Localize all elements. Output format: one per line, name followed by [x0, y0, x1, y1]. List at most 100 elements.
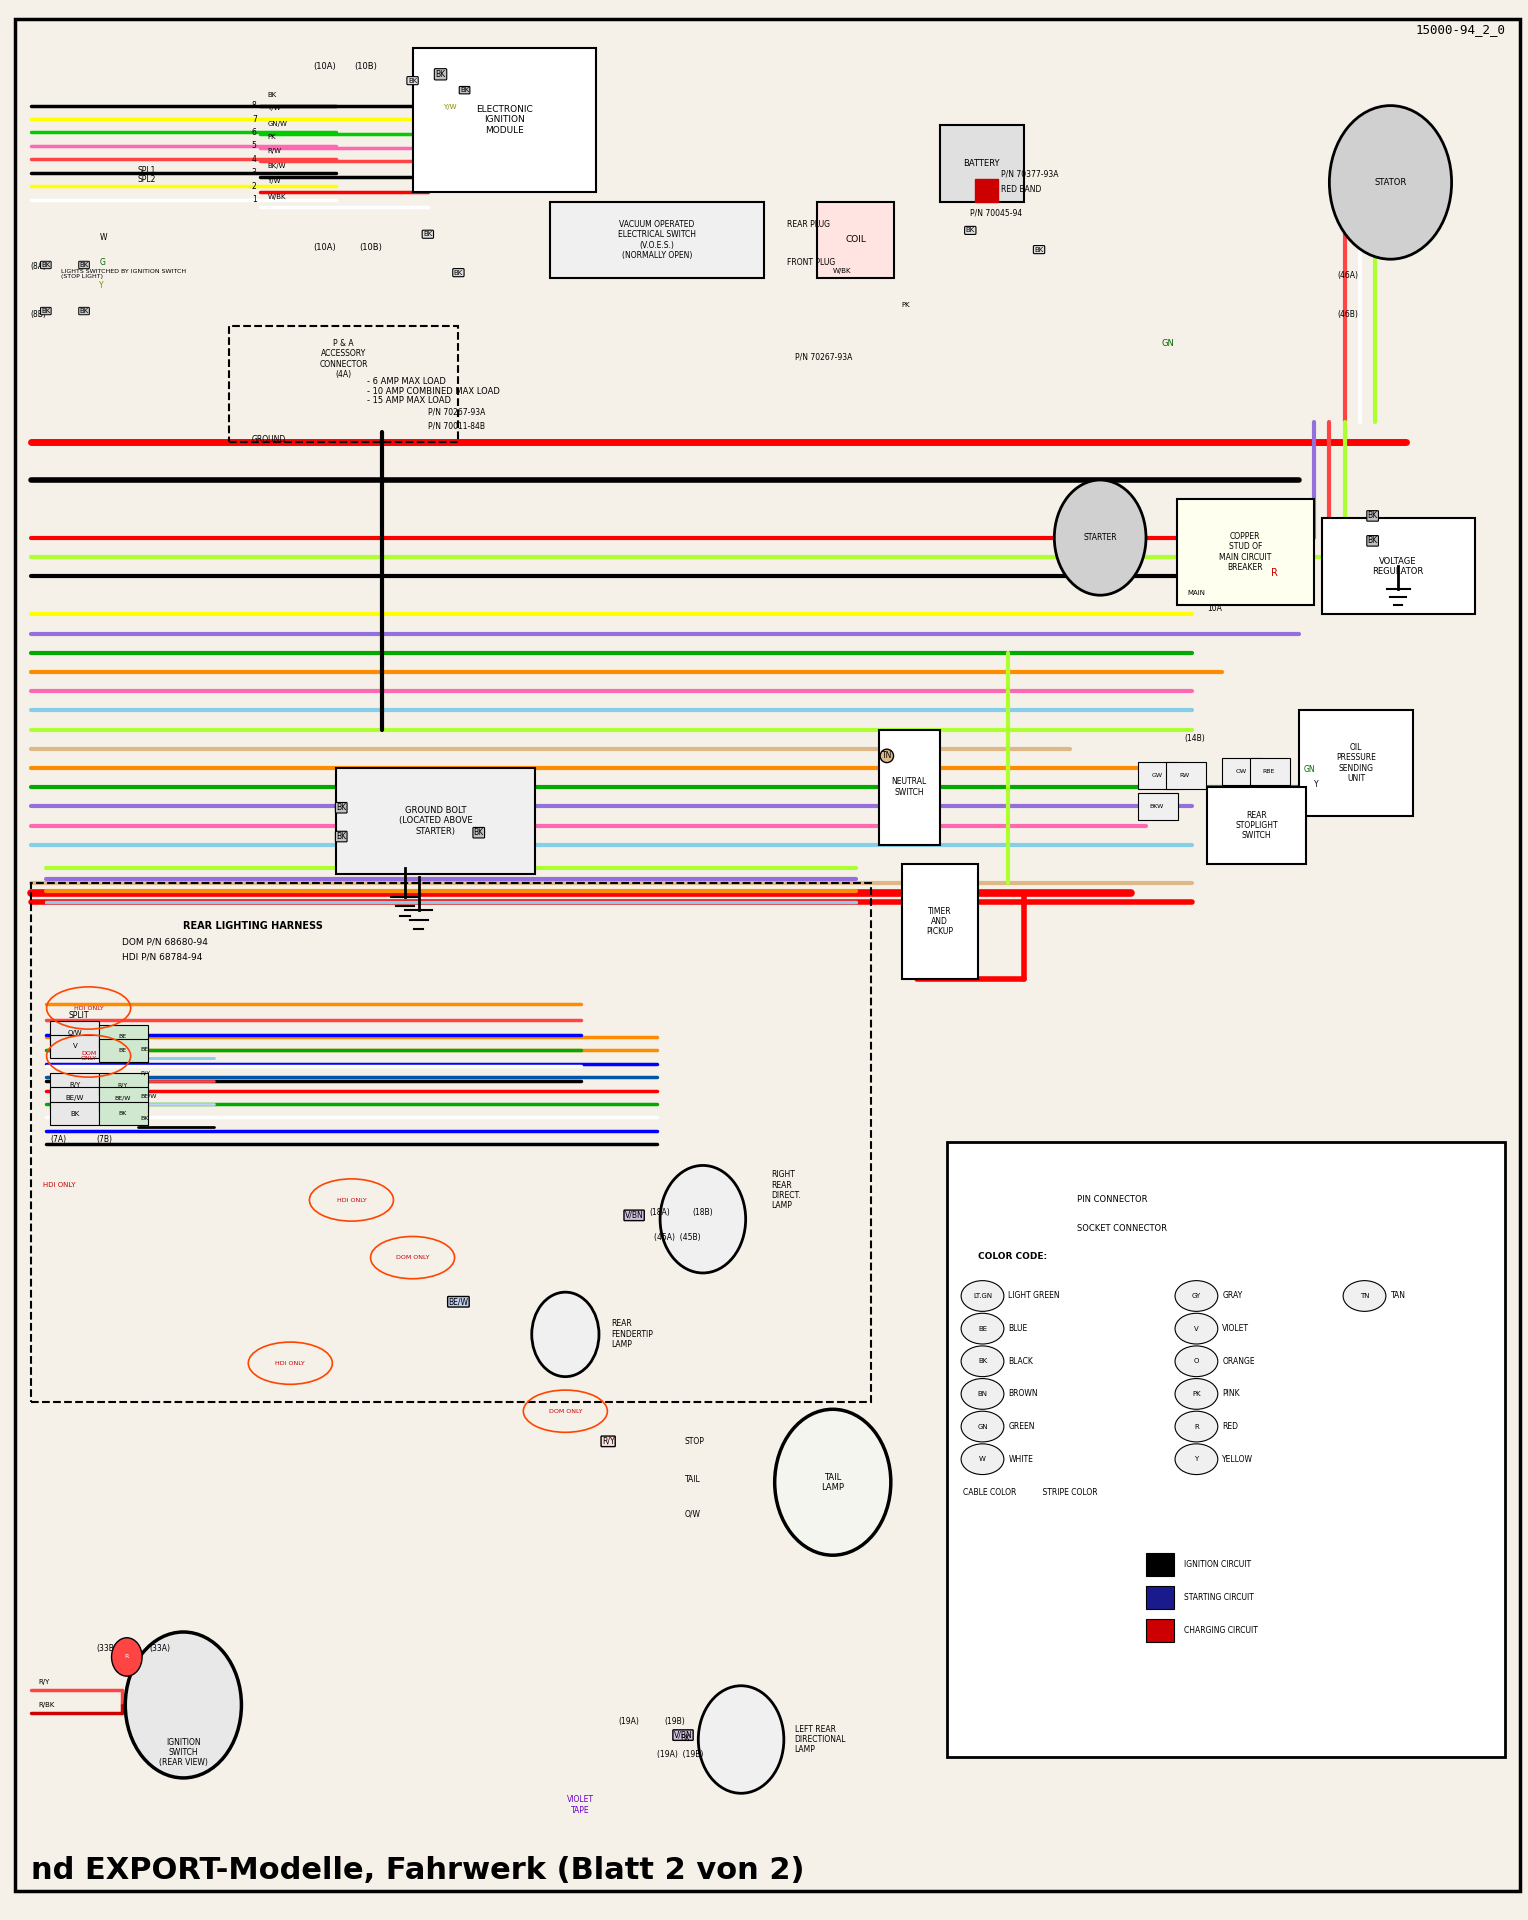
Text: 8: 8 [252, 102, 257, 109]
Circle shape [1329, 106, 1452, 259]
Text: OIL
PRESSURE
SENDING
UNIT: OIL PRESSURE SENDING UNIT [1335, 743, 1377, 783]
Ellipse shape [1175, 1444, 1218, 1475]
Text: TAIL
LAMP: TAIL LAMP [821, 1473, 845, 1492]
Text: PK: PK [902, 301, 911, 309]
Text: nd EXPORT-Modelle, Fahrwerk (Blatt 2 von 2): nd EXPORT-Modelle, Fahrwerk (Blatt 2 von… [31, 1857, 804, 1885]
Text: BLACK: BLACK [1008, 1357, 1033, 1365]
Ellipse shape [1175, 1379, 1218, 1409]
Text: BE/W: BE/W [141, 1092, 157, 1098]
Text: RIGHT
REAR
DIRECT.
LAMP: RIGHT REAR DIRECT. LAMP [772, 1171, 801, 1210]
Text: Y/W: Y/W [267, 179, 281, 184]
Text: - 10 AMP COMBINED MAX LOAD: - 10 AMP COMBINED MAX LOAD [367, 386, 500, 396]
Text: BK: BK [1368, 536, 1378, 545]
Text: W: W [99, 232, 107, 242]
Text: SPL2: SPL2 [138, 175, 156, 184]
Text: BE/W: BE/W [448, 1298, 469, 1306]
Text: (10B): (10B) [359, 242, 382, 252]
Text: R/Y: R/Y [141, 1069, 151, 1075]
Bar [1166, 762, 1206, 789]
Text: IGNITION CIRCUIT: IGNITION CIRCUIT [1184, 1561, 1251, 1569]
Text: (8B): (8B) [31, 309, 46, 319]
Text: BE/W: BE/W [115, 1096, 130, 1100]
Ellipse shape [961, 1444, 1004, 1475]
Bar [99, 1025, 148, 1048]
Text: DOM ONLY: DOM ONLY [396, 1256, 429, 1260]
Text: (14B): (14B) [1184, 733, 1206, 743]
Bar [940, 125, 1024, 202]
Bar [1207, 787, 1306, 864]
Text: BN: BN [978, 1390, 987, 1398]
Text: STOP: STOP [685, 1436, 704, 1446]
Text: REAR
FENDERTIP
LAMP: REAR FENDERTIP LAMP [611, 1319, 652, 1350]
Text: R/Y: R/Y [602, 1436, 614, 1446]
Ellipse shape [961, 1411, 1004, 1442]
Bar [99, 1102, 148, 1125]
Text: (46B): (46B) [1337, 309, 1358, 319]
Text: RED BAND: RED BAND [1001, 184, 1041, 194]
Text: DOM P/N 68680-94: DOM P/N 68680-94 [122, 937, 208, 947]
Text: 5: 5 [252, 142, 257, 150]
Text: BK: BK [966, 227, 975, 234]
Text: GN: GN [1161, 338, 1174, 348]
Text: BE: BE [118, 1048, 127, 1052]
Bar [50, 1021, 99, 1044]
Text: MAIN: MAIN [1187, 589, 1206, 597]
Text: O: O [1193, 1357, 1199, 1365]
Bar [99, 1039, 148, 1062]
Text: R/Y: R/Y [118, 1083, 127, 1087]
Text: GROUND: GROUND [252, 434, 286, 444]
Text: COPPER
STUD OF
MAIN CIRCUIT
BREAKER: COPPER STUD OF MAIN CIRCUIT BREAKER [1219, 532, 1271, 572]
Ellipse shape [1175, 1346, 1218, 1377]
Text: G: G [99, 257, 105, 267]
Text: BK/W: BK/W [267, 163, 286, 169]
Text: VOLTAGE
REGULATOR: VOLTAGE REGULATOR [1372, 557, 1424, 576]
Text: STARTER: STARTER [1083, 534, 1117, 541]
Bar [336, 768, 535, 874]
Ellipse shape [961, 1346, 1004, 1377]
Text: Y: Y [99, 280, 104, 290]
Text: 1: 1 [252, 196, 257, 204]
Text: BE/W: BE/W [66, 1094, 84, 1102]
Text: TIMER
AND
PICKUP: TIMER AND PICKUP [926, 906, 953, 937]
Text: BE: BE [141, 1046, 148, 1052]
Text: BK: BK [454, 269, 463, 276]
Text: P/N 70011-84B: P/N 70011-84B [428, 420, 484, 430]
Circle shape [112, 1638, 142, 1676]
Text: BKW: BKW [1149, 804, 1164, 808]
Text: BK: BK [118, 1112, 127, 1116]
Text: BK: BK [41, 307, 50, 315]
Text: BK: BK [474, 828, 484, 837]
Text: V/BN: V/BN [625, 1212, 643, 1219]
Ellipse shape [1343, 1281, 1386, 1311]
Bar [1146, 1586, 1174, 1609]
Text: GN/W: GN/W [267, 121, 287, 127]
Text: CABLE COLOR           STRIPE COLOR: CABLE COLOR STRIPE COLOR [963, 1488, 1097, 1498]
Bar [879, 730, 940, 845]
Bar [947, 1142, 1505, 1757]
Text: (14A): (14A) [1184, 764, 1206, 774]
Text: Y/W: Y/W [443, 104, 457, 111]
Text: GN: GN [978, 1423, 987, 1430]
Text: VACUUM OPERATED
ELECTRICAL SWITCH
(V.O.E.S.)
(NORMALLY OPEN): VACUUM OPERATED ELECTRICAL SWITCH (V.O.E… [617, 221, 697, 259]
Text: HDI ONLY: HDI ONLY [336, 1198, 367, 1202]
Text: GY: GY [1192, 1292, 1201, 1300]
Text: LT.GN: LT.GN [973, 1292, 992, 1300]
Text: - 15 AMP MAX LOAD: - 15 AMP MAX LOAD [367, 396, 451, 405]
Text: (33B): (33B) [96, 1644, 118, 1653]
Text: DOM ONLY: DOM ONLY [549, 1409, 582, 1413]
Text: BK: BK [79, 261, 89, 269]
Text: LIGHT GREEN: LIGHT GREEN [1008, 1292, 1060, 1300]
Text: BK: BK [408, 77, 417, 84]
Text: VIOLET
TAPE: VIOLET TAPE [567, 1795, 594, 1814]
Text: V: V [72, 1043, 78, 1050]
Text: O/W: O/W [67, 1029, 83, 1037]
Text: BK: BK [460, 86, 469, 94]
Bar [31, 883, 871, 1402]
Text: ORANGE: ORANGE [1222, 1357, 1254, 1365]
Ellipse shape [1175, 1313, 1218, 1344]
Bar [99, 1073, 148, 1096]
Text: BK: BK [141, 1116, 148, 1121]
Circle shape [775, 1409, 891, 1555]
Text: SOCKET CONNECTOR: SOCKET CONNECTOR [1077, 1225, 1167, 1233]
Text: BK: BK [1034, 246, 1044, 253]
